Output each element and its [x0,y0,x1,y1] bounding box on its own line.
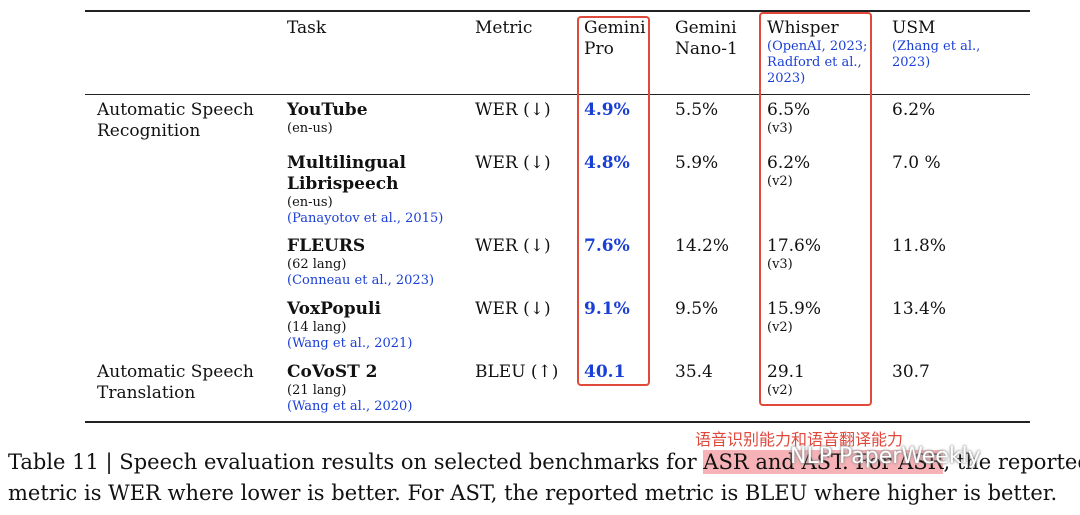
whisper-citation[interactable]: (OpenAI, 2023; Radford et al., 2023) [767,39,868,86]
gemini-pro-highlight-box [577,16,650,386]
usm-cell: 7.0 % [892,153,941,173]
gemini-pro-cell: 4.8% [584,153,630,173]
table-caption-line-1: Table 11 | Speech evaluation results on … [8,450,1080,474]
header-whisper: Whisper (OpenAI, 2023; Radford et al., 2… [767,18,868,86]
task-citation[interactable]: (Wang et al., 2021) [287,336,413,351]
gemini-nano-cell: 5.9% [675,153,719,173]
metric-cell: BLEU (↑) [475,362,559,382]
metric-cell: WER (↓) [475,236,551,256]
watermark: NLP PaperWeekly [790,444,981,469]
group-label-asr: Automatic Speech Recognition [97,100,254,141]
task-citation[interactable]: (Panayotov et al., 2015) [287,211,444,226]
task-citation[interactable]: (Conneau et al., 2023) [287,273,435,288]
gemini-pro-cell: 9.1% [584,299,630,319]
gemini-pro-cell: 4.9% [584,100,630,120]
task-name: FLEURS [287,236,366,256]
usm-cell: 6.2% [892,100,936,120]
table-caption-line-2: metric is WER where lower is better. For… [8,481,1058,505]
gemini-pro-cell: 7.6% [584,236,630,256]
table-header-rule [85,94,1030,95]
table-row: VoxPopuli (14 lang) (Wang et al., 2021) [287,299,412,352]
gemini-nano-cell: 9.5% [675,299,719,319]
whisper-cell: 17.6% (v3) [767,236,822,272]
table-row: FLEURS (62 lang) (Conneau et al., 2023) [287,236,434,289]
task-subtitle: (62 lang) [287,257,347,272]
table-row: YouTube (en-us) [287,100,368,137]
task-subtitle: (14 lang) [287,320,347,335]
task-name: CoVoST 2 [287,362,378,382]
caption-highlight: ASR and AST. For ASR [703,450,944,474]
gemini-nano-cell: 35.4 [675,362,713,382]
metric-cell: WER (↓) [475,299,551,319]
task-name: YouTube [287,100,368,120]
task-subtitle: (en-us) [287,195,333,210]
table-bottom-rule [85,421,1030,423]
task-name: Librispeech [287,174,399,194]
gemini-nano-cell: 14.2% [675,236,730,256]
table-top-rule [85,10,1030,12]
header-gemini-pro: Gemini Pro [584,18,646,59]
header-usm: USM (Zhang et al., 2023) [892,18,981,70]
usm-cell: 13.4% [892,299,947,319]
task-name: Multilingual [287,153,406,173]
whisper-cell: 29.1 (v2) [767,362,805,398]
task-citation[interactable]: (Wang et al., 2020) [287,399,413,414]
task-subtitle: (21 lang) [287,383,347,398]
header-metric: Metric [475,18,533,38]
whisper-cell: 6.2% (v2) [767,153,811,189]
usm-cell: 30.7 [892,362,930,382]
gemini-nano-cell: 5.5% [675,100,719,120]
gemini-pro-cell: 40.1 [584,362,626,382]
metric-cell: WER (↓) [475,100,551,120]
whisper-highlight-box [759,12,872,406]
table-row: Multilingual Librispeech (en-us) (Panayo… [287,153,443,227]
group-label-ast: Automatic Speech Translation [97,362,254,403]
metric-cell: WER (↓) [475,153,551,173]
whisper-cell: 6.5% (v3) [767,100,811,136]
chinese-annotation: 语音识别能力和语音翻译能力 [695,430,904,449]
task-name: VoxPopuli [287,299,381,319]
header-gemini-nano: Gemini Nano-1 [675,18,738,59]
usm-cell: 11.8% [892,236,947,256]
header-task: Task [287,18,327,38]
usm-citation[interactable]: (Zhang et al., 2023) [892,39,981,70]
whisper-cell: 15.9% (v2) [767,299,822,335]
task-subtitle: (en-us) [287,121,333,136]
table-row: CoVoST 2 (21 lang) (Wang et al., 2020) [287,362,412,415]
